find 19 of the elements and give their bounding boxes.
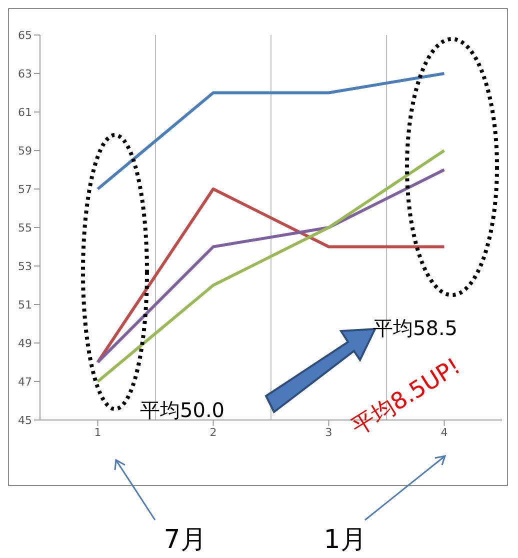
y-tick-label: 59 — [18, 144, 32, 158]
y-tick-label: 57 — [18, 182, 32, 196]
y-tick-label: 45 — [18, 414, 32, 427]
y-tick-label: 61 — [18, 106, 32, 119]
y-tick-label: 53 — [18, 260, 32, 273]
annotation: 平均58.5 — [373, 316, 458, 340]
x-tick-label: 2 — [210, 426, 217, 439]
y-tick-label: 63 — [18, 67, 32, 80]
annotation: 平均50.0 — [140, 398, 225, 422]
y-tick-label: 47 — [18, 375, 32, 388]
y-tick-label: 51 — [18, 298, 32, 312]
text: 1月 — [324, 525, 366, 555]
x-tick-label: 4 — [440, 426, 448, 439]
y-tick-label: 49 — [18, 336, 32, 350]
x-tick-label: 1 — [94, 426, 102, 439]
x-tick-label: 3 — [325, 426, 332, 439]
y-tick-label: 55 — [18, 221, 32, 234]
text: 7月 — [164, 525, 206, 555]
y-tick-label: 65 — [18, 28, 32, 42]
